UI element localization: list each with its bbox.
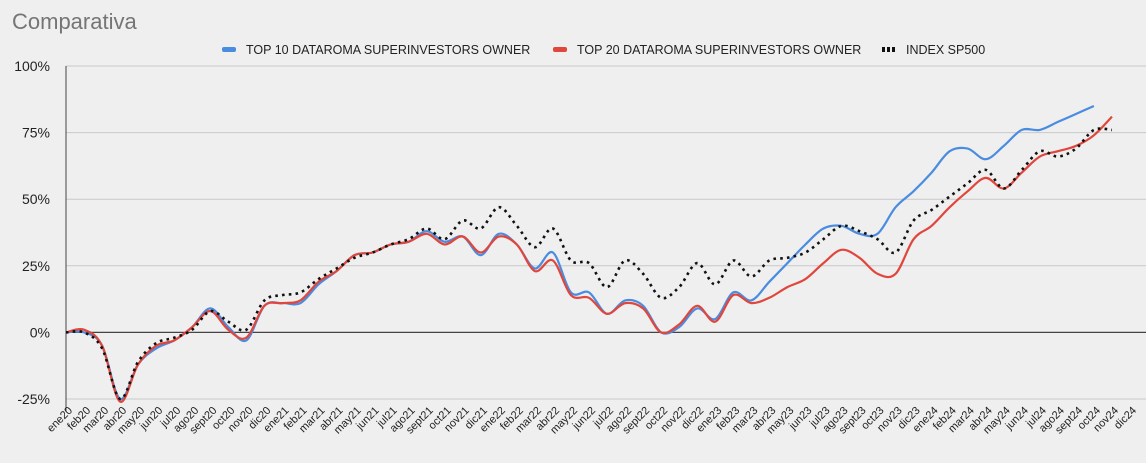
y-tick-label: 75% xyxy=(22,125,50,141)
y-axis: -25% 0% 25% 50% 75% 100% xyxy=(14,58,67,411)
legend-swatch-3 xyxy=(882,47,885,52)
y-tick-label: 50% xyxy=(22,191,50,207)
legend-swatch-3 xyxy=(892,47,895,52)
series-line-3 xyxy=(65,127,1113,401)
y-tick-label: 0% xyxy=(30,324,50,340)
legend-label-2: TOP 20 DATAROMA SUPERINVESTORS OWNER xyxy=(577,43,861,57)
legend-swatch-2 xyxy=(553,47,567,52)
y-tick-label: -25% xyxy=(17,391,50,407)
legend-label-1: TOP 10 DATAROMA SUPERINVESTORS OWNER xyxy=(246,43,530,57)
chart-title: Comparativa xyxy=(12,9,137,34)
y-tick-label: 100% xyxy=(14,58,50,74)
grid xyxy=(66,65,1146,400)
y-tick-label: 25% xyxy=(22,258,50,274)
x-axis: ene20feb20mar20abr20may20jun20jul20ago20… xyxy=(45,405,1139,437)
series-line-2 xyxy=(65,115,1113,403)
legend-swatch-3 xyxy=(887,47,890,52)
legend-swatch-1 xyxy=(222,47,236,52)
legend-label-3: INDEX SP500 xyxy=(906,43,985,57)
legend: TOP 10 DATAROMA SUPERINVESTORS OWNER TOP … xyxy=(222,43,985,57)
series-group xyxy=(65,104,1113,403)
series-line-1 xyxy=(65,104,1095,401)
